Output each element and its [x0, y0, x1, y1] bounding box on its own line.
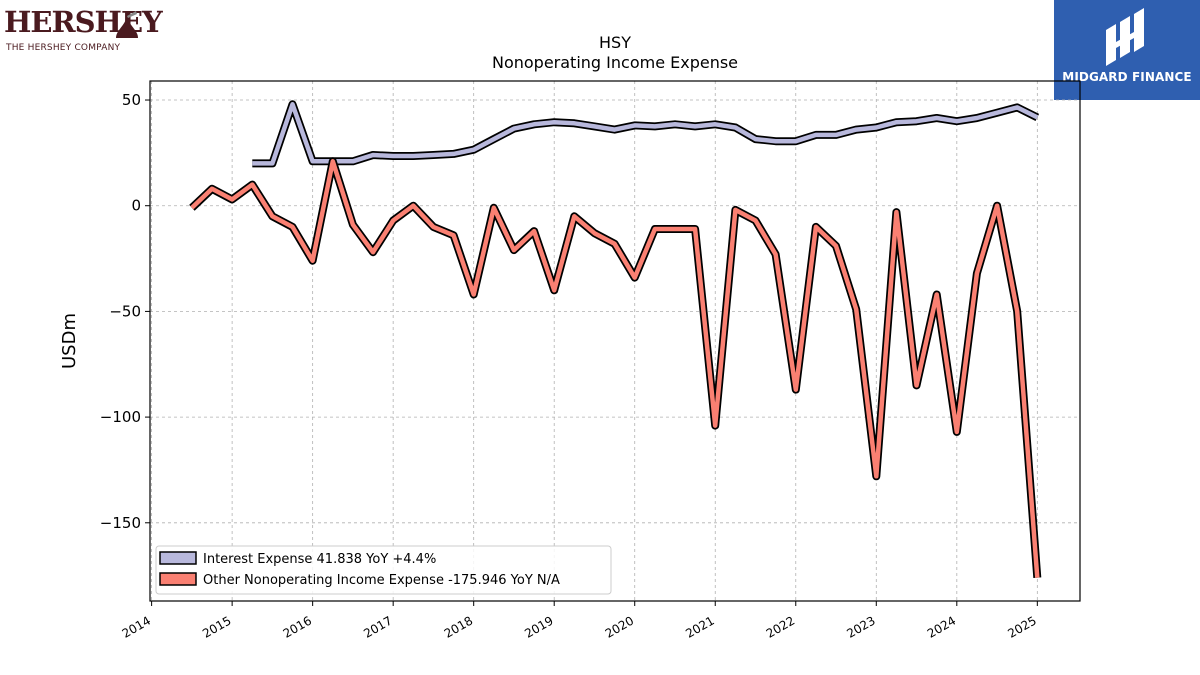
legend-label-interest: Interest Expense 41.838 YoY +4.4% [203, 552, 436, 567]
legend-swatch-other [159, 572, 197, 586]
series-line-other-nonoperating [190, 159, 1040, 578]
x-tick-label: 2014 [120, 613, 153, 640]
x-tick-label: 2022 [764, 613, 797, 640]
brand-logo: HERSHEY THE HERSHEY COMPANY [4, 4, 163, 56]
y-tick-label: 50 [122, 91, 141, 109]
x-tick-label: 2023 [844, 613, 877, 640]
series-line-interest-expense [252, 102, 1039, 166]
x-tick-label: 2017 [361, 613, 394, 640]
partner-logo: MIDGARD FINANCE [1054, 0, 1200, 100]
x-tick-label: 2021 [683, 613, 716, 640]
x-tick-label: 2015 [200, 613, 233, 640]
legend-box [155, 545, 612, 595]
y-axis-label: USDm [59, 313, 80, 369]
series-layer [189, 100, 1042, 579]
chart-title: HSY [599, 33, 631, 52]
partner-mark-icon [1106, 8, 1144, 66]
legend-swatch-interest [159, 551, 197, 565]
legend-label-other: Other Nonoperating Income Expense -175.9… [203, 573, 560, 588]
brand-subtitle: THE HERSHEY COMPANY [6, 43, 121, 53]
y-tick-label: −150 [100, 514, 141, 532]
grid [150, 81, 1080, 601]
y-tick-label: 0 [131, 197, 141, 215]
x-tick-label: 2019 [522, 613, 555, 640]
chart-subtitle: Nonoperating Income Expense [492, 53, 738, 72]
x-tick-label: 2016 [281, 613, 314, 640]
legend: Interest Expense 41.838 YoY +4.4% Other … [155, 545, 612, 595]
y-tick-label: −50 [109, 302, 141, 320]
kiss-icon [116, 11, 138, 38]
x-tick-label: 2025 [1005, 613, 1038, 640]
partner-name: MIDGARD FINANCE [1062, 70, 1192, 84]
x-tick-label: 2020 [603, 613, 636, 640]
x-tick-label: 2018 [442, 613, 475, 640]
x-tick-label: 2024 [925, 613, 958, 640]
y-tick-label: −100 [100, 408, 141, 426]
plot-frame [149, 80, 1081, 602]
